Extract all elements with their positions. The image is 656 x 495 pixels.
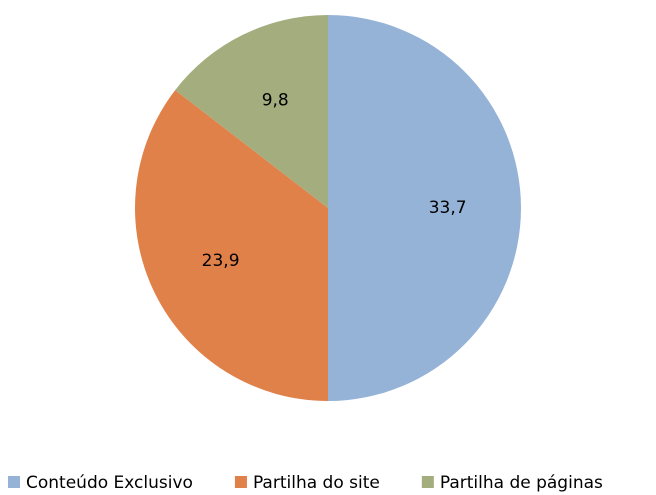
pie-slice (328, 15, 521, 401)
legend-label: Partilha de páginas (440, 473, 603, 493)
data-label: 23,9 (202, 251, 240, 271)
legend-label: Conteúdo Exclusivo (26, 473, 193, 493)
data-label: 33,7 (429, 198, 467, 218)
legend-swatch (8, 476, 20, 488)
legend-label: Partilha do site (253, 473, 380, 493)
data-label: 9,8 (262, 91, 289, 111)
legend-swatch (421, 476, 434, 488)
pie-slice (175, 15, 328, 208)
pie-slice (134, 90, 328, 402)
legend-swatch (234, 476, 247, 488)
